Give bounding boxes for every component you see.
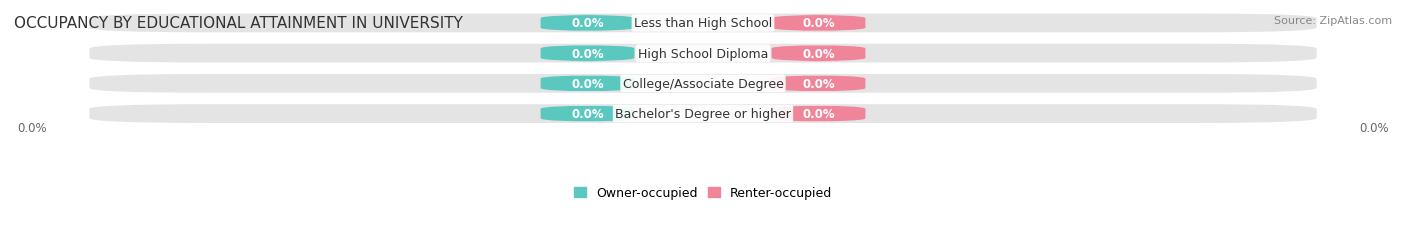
FancyBboxPatch shape <box>90 105 1316 123</box>
Text: 0.0%: 0.0% <box>803 47 835 60</box>
FancyBboxPatch shape <box>90 75 1316 93</box>
Text: 0.0%: 0.0% <box>571 78 603 91</box>
FancyBboxPatch shape <box>540 16 634 32</box>
Text: Source: ZipAtlas.com: Source: ZipAtlas.com <box>1274 16 1392 26</box>
Text: High School Diploma: High School Diploma <box>638 47 768 60</box>
Text: College/Associate Degree: College/Associate Degree <box>623 78 783 91</box>
Text: 0.0%: 0.0% <box>571 108 603 121</box>
FancyBboxPatch shape <box>772 46 866 62</box>
FancyBboxPatch shape <box>90 45 1316 63</box>
Text: Less than High School: Less than High School <box>634 17 772 30</box>
Legend: Owner-occupied, Renter-occupied: Owner-occupied, Renter-occupied <box>568 181 838 204</box>
FancyBboxPatch shape <box>90 15 1316 33</box>
Text: 0.0%: 0.0% <box>571 47 603 60</box>
Text: 0.0%: 0.0% <box>1360 122 1389 134</box>
Text: 0.0%: 0.0% <box>17 122 46 134</box>
Text: 0.0%: 0.0% <box>803 108 835 121</box>
FancyBboxPatch shape <box>540 106 634 122</box>
Text: OCCUPANCY BY EDUCATIONAL ATTAINMENT IN UNIVERSITY: OCCUPANCY BY EDUCATIONAL ATTAINMENT IN U… <box>14 16 463 31</box>
FancyBboxPatch shape <box>772 76 866 92</box>
FancyBboxPatch shape <box>772 106 866 122</box>
Text: 0.0%: 0.0% <box>803 17 835 30</box>
Text: 0.0%: 0.0% <box>571 17 603 30</box>
Text: 0.0%: 0.0% <box>803 78 835 91</box>
FancyBboxPatch shape <box>540 46 634 62</box>
FancyBboxPatch shape <box>540 76 634 92</box>
FancyBboxPatch shape <box>772 16 866 32</box>
Text: Bachelor's Degree or higher: Bachelor's Degree or higher <box>614 108 792 121</box>
